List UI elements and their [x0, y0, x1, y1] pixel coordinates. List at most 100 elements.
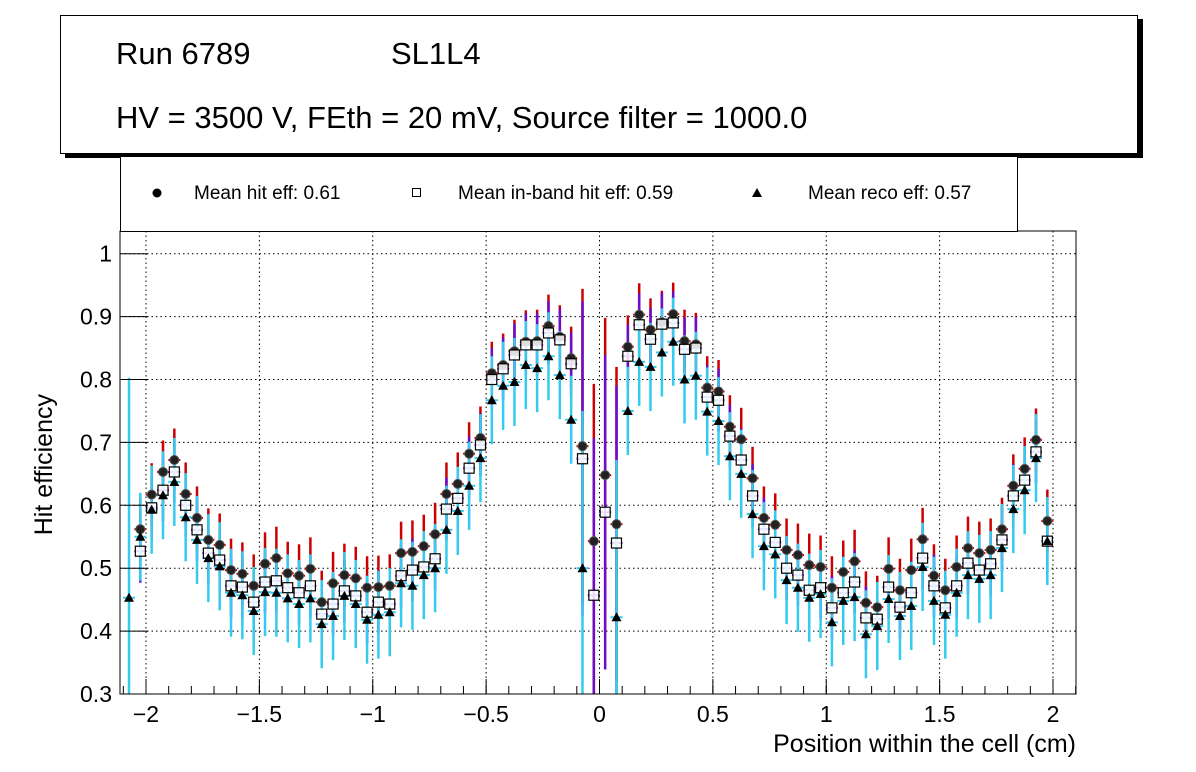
reco-eff-point	[962, 570, 973, 580]
reco-eff-point	[260, 587, 271, 597]
reco-eff-point	[566, 414, 577, 424]
reco-eff-point	[894, 611, 905, 621]
inband-eff-point	[860, 612, 872, 624]
hit-eff-point	[928, 570, 939, 581]
hit-eff-point	[724, 421, 735, 432]
hit-eff-point	[838, 566, 849, 577]
data-markers	[123, 309, 1053, 639]
y-tick-label: 0.9	[80, 304, 112, 330]
hit-eff-point	[713, 386, 724, 397]
y-tick-label: 0.3	[80, 681, 112, 707]
reco-eff-point	[1030, 453, 1041, 463]
reco-eff-point	[418, 570, 429, 580]
plot-frame	[119, 230, 1077, 695]
inband-eff-point	[520, 339, 532, 351]
hit-eff-point	[248, 580, 259, 591]
inband-eff-point	[644, 333, 657, 345]
reco-eff-point	[917, 561, 928, 571]
y-tick-label: 1	[99, 241, 112, 267]
hit-eff-point	[951, 561, 962, 572]
y-tick-label: 0.8	[80, 367, 112, 393]
layer-label: SL1L4	[391, 36, 481, 71]
title-box: Run 6789 SL1L4 HV = 3500 V, FEth = 20 mV…	[60, 15, 1138, 154]
inband-eff-point	[168, 466, 180, 478]
reco-eff-point	[475, 453, 486, 463]
reco-eff-point	[826, 617, 837, 627]
reco-eff-point	[486, 395, 497, 405]
hit-eff-point	[237, 568, 248, 579]
inband-eff-point	[633, 319, 645, 331]
reco-eff-point	[373, 609, 384, 619]
inband-eff-point	[656, 318, 668, 330]
inband-eff-point	[463, 462, 475, 474]
hit-eff-point	[645, 324, 656, 335]
hit-eff-point	[418, 541, 429, 552]
hit-eff-point	[985, 544, 996, 555]
hit-eff-point	[702, 382, 713, 393]
hit-eff-point	[974, 548, 985, 559]
reco-eff-point	[577, 563, 588, 573]
reco-eff-point	[724, 451, 735, 461]
reco-eff-point	[464, 480, 475, 490]
hit-eff-point	[917, 534, 928, 545]
hit-eff-point	[634, 309, 645, 320]
reco-eff-point	[928, 595, 939, 605]
hit-eff-point	[668, 309, 679, 320]
reco-eff-point	[520, 360, 531, 370]
hit-eff-point	[770, 519, 781, 530]
reco-eff-point	[339, 590, 350, 600]
inband-eff-point	[1007, 490, 1019, 502]
hit-eff-point	[577, 441, 588, 452]
reco-eff-point	[702, 406, 713, 416]
inband-eff-point	[429, 553, 441, 565]
axes: −2 −1.5 −1 −0.5 0 0.5 1 1.5 2 0.3 0.4 0.5 0.6 0.7 0.8 0…	[80, 241, 1077, 727]
hit-eff-point	[736, 434, 747, 445]
hit-eff-point	[180, 488, 191, 499]
hit-eff-point	[1042, 516, 1053, 527]
hit-eff-point	[271, 553, 282, 564]
reco-eff-point	[668, 336, 679, 346]
hit-eff-point	[781, 544, 792, 555]
reco-eff-point	[849, 592, 860, 602]
reco-eff-point	[554, 370, 565, 380]
hit-eff-point	[226, 565, 237, 576]
reco-eff-point	[611, 612, 622, 622]
inband-eff-point	[701, 391, 713, 403]
inband-eff-point	[554, 334, 566, 346]
y-tick-label: 0.4	[80, 618, 112, 644]
reco-eff-point	[792, 582, 803, 592]
conditions-label: HV = 3500 V, FEth = 20 mV, Source filter…	[116, 100, 808, 135]
y-axis-title: Hit efficiency	[30, 394, 58, 536]
hit-eff-point	[350, 573, 361, 584]
reco-eff-point	[123, 592, 134, 602]
reco-eff-point	[645, 361, 656, 371]
hit-eff-point	[1008, 480, 1019, 491]
hit-eff-point	[622, 341, 633, 352]
reco-eff-point	[305, 593, 316, 603]
reco-eff-point	[1042, 536, 1053, 546]
inband-eff-point	[508, 349, 521, 361]
inband-eff-point	[588, 589, 600, 601]
hit-eff-point	[860, 597, 871, 608]
inband-eff-point	[758, 523, 770, 535]
hit-eff-point	[260, 558, 271, 569]
inband-eff-point	[690, 342, 702, 354]
reco-eff-point	[713, 416, 724, 426]
hit-eff-point	[747, 473, 758, 484]
reco-eff-point	[203, 553, 214, 563]
inband-eff-point	[985, 558, 997, 570]
hit-eff-point	[600, 470, 611, 481]
inband-eff-point	[497, 363, 509, 375]
reco-eff-point	[996, 543, 1007, 553]
hit-eff-point	[758, 512, 769, 523]
legend-inband-label: Mean in-band hit eff: 0.59	[458, 183, 674, 204]
inband-eff-point	[282, 582, 294, 594]
hit-eff-point	[430, 529, 441, 540]
legend-square-icon	[412, 188, 421, 197]
hit-eff-point	[940, 585, 951, 596]
reco-eff-point	[770, 549, 781, 559]
hit-eff-point	[804, 560, 815, 571]
inband-eff-point	[440, 503, 453, 515]
reco-eff-point	[362, 614, 373, 624]
inband-eff-point	[724, 430, 736, 442]
